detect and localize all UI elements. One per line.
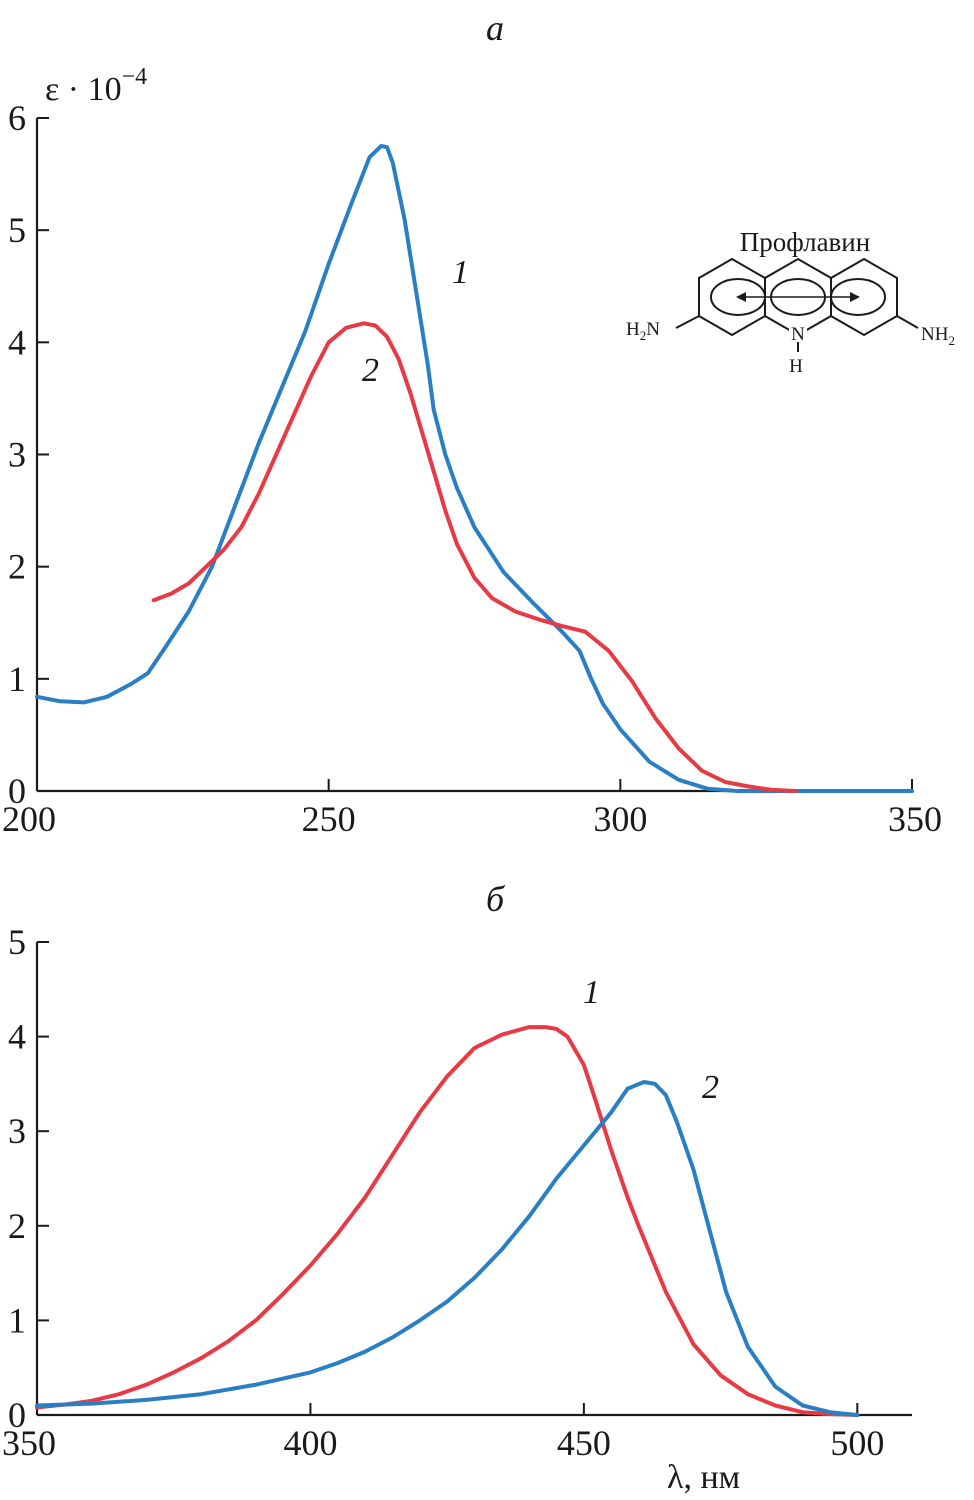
right-amino-group: NH2: [921, 324, 955, 348]
panel-b-x-ticks: 350 400 450 500: [2, 1403, 884, 1463]
panel-a-series: [35, 144, 914, 793]
panel-a-x-tick-label: 200: [2, 799, 56, 839]
panel-a-curve-label-2: 2: [362, 352, 379, 389]
panel-b-x-axis-title: λ, нм: [667, 1459, 740, 1496]
panel-a-x-tick-label: 300: [593, 799, 647, 839]
panel-b-label: б: [486, 879, 506, 919]
panel-b-y-tick-label: 1: [8, 1300, 26, 1340]
panel-a-y-tick-label: 4: [8, 322, 26, 362]
panel-a-series-2-line: [151, 321, 798, 793]
ring-nh-hydrogen: H: [789, 356, 803, 377]
panel-b-y-tick-label: 3: [8, 1111, 26, 1151]
left-amino-bond: [675, 315, 700, 329]
panel-b-series-2-line: [35, 1080, 860, 1417]
panel-a-y-ticks: 0 1 2 3 4 5 6: [8, 98, 49, 811]
panel-b-y-tick-label: 4: [8, 1017, 26, 1057]
left-amino-group: H2N: [626, 319, 660, 343]
ring-nitrogen: N: [791, 324, 805, 345]
proflavine-title: Профлавин: [740, 227, 870, 257]
panel-b-curve-label-1: 1: [583, 974, 600, 1011]
right-amino-bond: [896, 315, 919, 329]
panel-a-x-tick-label: 350: [888, 799, 942, 839]
panel-b-series: [35, 1025, 860, 1417]
panel-a-y-tick-label: 0: [8, 771, 26, 811]
panel-b: б 0 1 2 3 4 5 350 400 450 500 1 2 λ, нм: [2, 879, 912, 1496]
panel-a: а ε · 10−4 0 1 2 3 4 5 6 200 250 300 350 1 2 Проф…: [2, 8, 955, 839]
arrow-head-right: [850, 292, 860, 302]
panel-a-x-ticks: 200 250 300 350: [2, 779, 942, 839]
panel-b-series-1-line: [35, 1025, 860, 1417]
panel-b-y-tick-label: 0: [8, 1395, 26, 1435]
panel-a-curve-label-1: 1: [452, 254, 469, 291]
panel-a-y-tick-label: 5: [8, 210, 26, 250]
panel-b-y-tick-label: 5: [8, 922, 26, 962]
panel-b-curve-label-2: 2: [702, 1069, 719, 1106]
panel-a-y-axis-title: ε · 10−4: [45, 64, 147, 108]
panel-b-x-tick-label: 400: [283, 1423, 337, 1463]
panel-b-x-tick-label: 500: [830, 1423, 884, 1463]
panel-a-y-tick-label: 3: [8, 435, 26, 475]
panel-a-y-tick-label: 2: [8, 547, 26, 587]
panel-a-x-tick-label: 250: [302, 799, 356, 839]
proflavine-structure: Профлавин N H H2N NH2: [626, 227, 955, 377]
panel-b-y-tick-label: 2: [8, 1206, 26, 1246]
panel-a-y-tick-label: 1: [8, 659, 26, 699]
panel-a-series-1-line: [35, 144, 914, 793]
panel-a-label: а: [486, 8, 504, 48]
arrow-head-left: [736, 292, 746, 302]
dipole-arrow: [736, 292, 860, 302]
panel-a-y-tick-label: 6: [8, 98, 26, 138]
panel-b-y-ticks: 0 1 2 3 4 5: [8, 922, 49, 1435]
panel-b-x-tick-label: 450: [557, 1423, 611, 1463]
panel-b-x-tick-label: 350: [2, 1423, 56, 1463]
